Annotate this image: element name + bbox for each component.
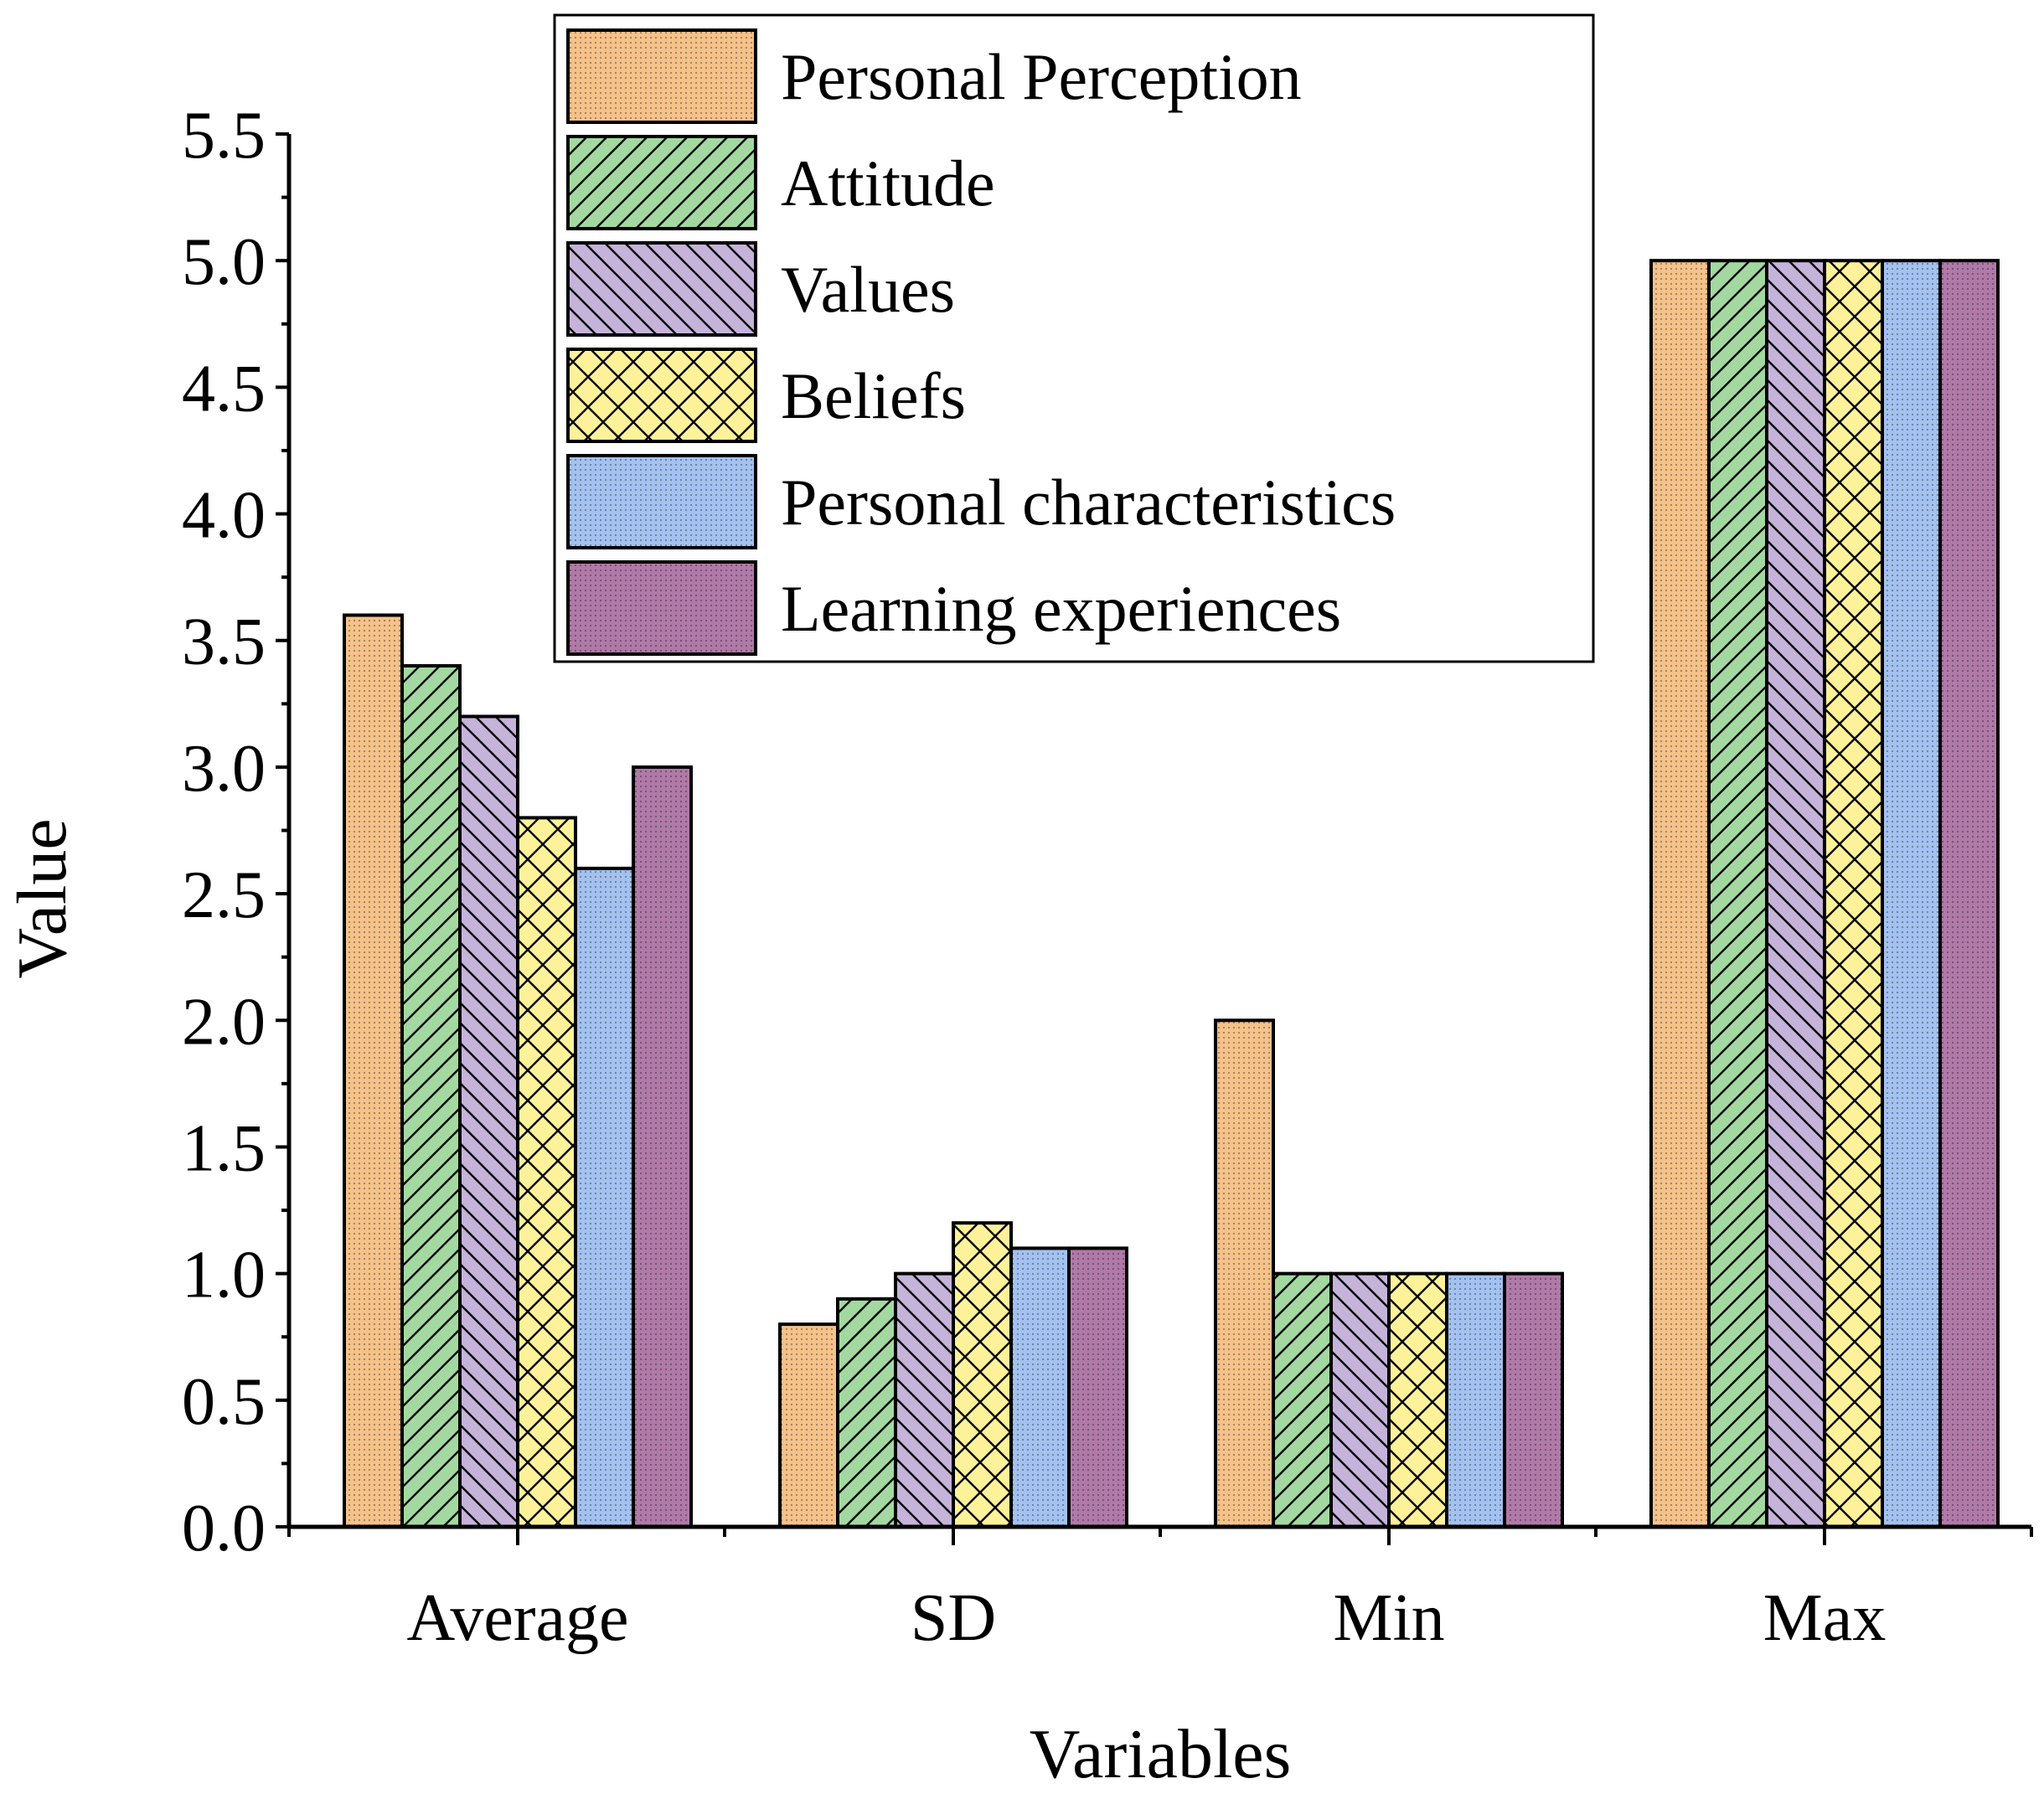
y-tick-label: 4.0 — [182, 479, 266, 553]
bar-min-personal-characteristics — [1445, 1271, 1506, 1529]
axes-layer: 0.0 0.5 1.0 1.5 2.0 2.5 3.0 3.5 4.0 4.5 5.0 5.5 Aver… — [182, 99, 2033, 1655]
y-tick-label: 5.5 — [182, 99, 266, 173]
bar-min-learning-experiences — [1503, 1271, 1564, 1529]
bar-sd-attitude — [836, 1297, 897, 1529]
legend-label: Personal Perception — [781, 40, 1302, 113]
bar-max-personal-perception — [1649, 259, 1711, 1529]
bar-min-values — [1329, 1271, 1391, 1529]
legend-swatch-learning-experiences — [566, 560, 757, 656]
y-axis-title: Value — [3, 818, 81, 978]
bar-min-beliefs — [1387, 1271, 1448, 1529]
bar-sd-personal-perception — [778, 1322, 839, 1529]
bar-max-attitude — [1707, 259, 1768, 1529]
y-tick-label: 0.5 — [182, 1365, 266, 1439]
x-tick-label: Min — [1333, 1581, 1444, 1655]
bar-average-learning-experiences — [632, 765, 693, 1529]
y-tick-label: 2.5 — [182, 858, 266, 932]
x-axis-title: Variables — [1030, 1715, 1292, 1793]
x-tick-label: SD — [911, 1581, 996, 1655]
y-tick-label: 0.0 — [182, 1492, 266, 1565]
bar-sd-beliefs — [952, 1221, 1013, 1529]
bar-sd-personal-characteristics — [1009, 1246, 1071, 1529]
bar-average-attitude — [400, 663, 462, 1529]
legend-label: Values — [781, 253, 955, 326]
y-tick-label: 3.0 — [182, 732, 266, 806]
bar-max-learning-experiences — [1938, 259, 2000, 1529]
x-tick-label: Max — [1763, 1581, 1887, 1655]
legend-label: Learning experiences — [781, 572, 1341, 645]
bar-sd-values — [894, 1271, 955, 1529]
legend: Personal Perception Attitude Values Beliefs… — [553, 13, 1595, 663]
y-tick-label: 1.0 — [182, 1239, 266, 1312]
bar-average-personal-perception — [343, 613, 404, 1529]
legend-swatch-values — [566, 241, 757, 337]
y-tick-label: 4.5 — [182, 352, 266, 425]
bar-average-values — [458, 714, 519, 1529]
legend-swatch-attitude — [566, 135, 757, 230]
bar-average-beliefs — [516, 816, 577, 1529]
bar-min-personal-perception — [1214, 1018, 1275, 1529]
legend-swatch-personal-perception — [566, 28, 757, 124]
x-tick-label: Average — [407, 1581, 629, 1655]
legend-swatch-beliefs — [566, 348, 757, 443]
legend-label: Personal characteristics — [781, 466, 1396, 539]
bars-layer — [343, 259, 2000, 1529]
bar-average-personal-characteristics — [574, 866, 635, 1529]
bar-max-personal-characteristics — [1881, 259, 1942, 1529]
legend-label: Beliefs — [781, 359, 966, 432]
y-tick-label: 1.5 — [182, 1111, 266, 1185]
bar-max-values — [1765, 259, 1826, 1529]
legend-swatch-personal-characteristics — [566, 454, 757, 549]
bar-min-attitude — [1272, 1271, 1333, 1529]
bar-max-beliefs — [1823, 259, 1884, 1529]
legend-label: Attitude — [781, 147, 995, 219]
y-tick-label: 5.0 — [182, 225, 266, 299]
y-tick-label: 3.5 — [182, 606, 266, 679]
bar-sd-learning-experiences — [1067, 1246, 1128, 1529]
y-tick-label: 2.0 — [182, 985, 266, 1059]
